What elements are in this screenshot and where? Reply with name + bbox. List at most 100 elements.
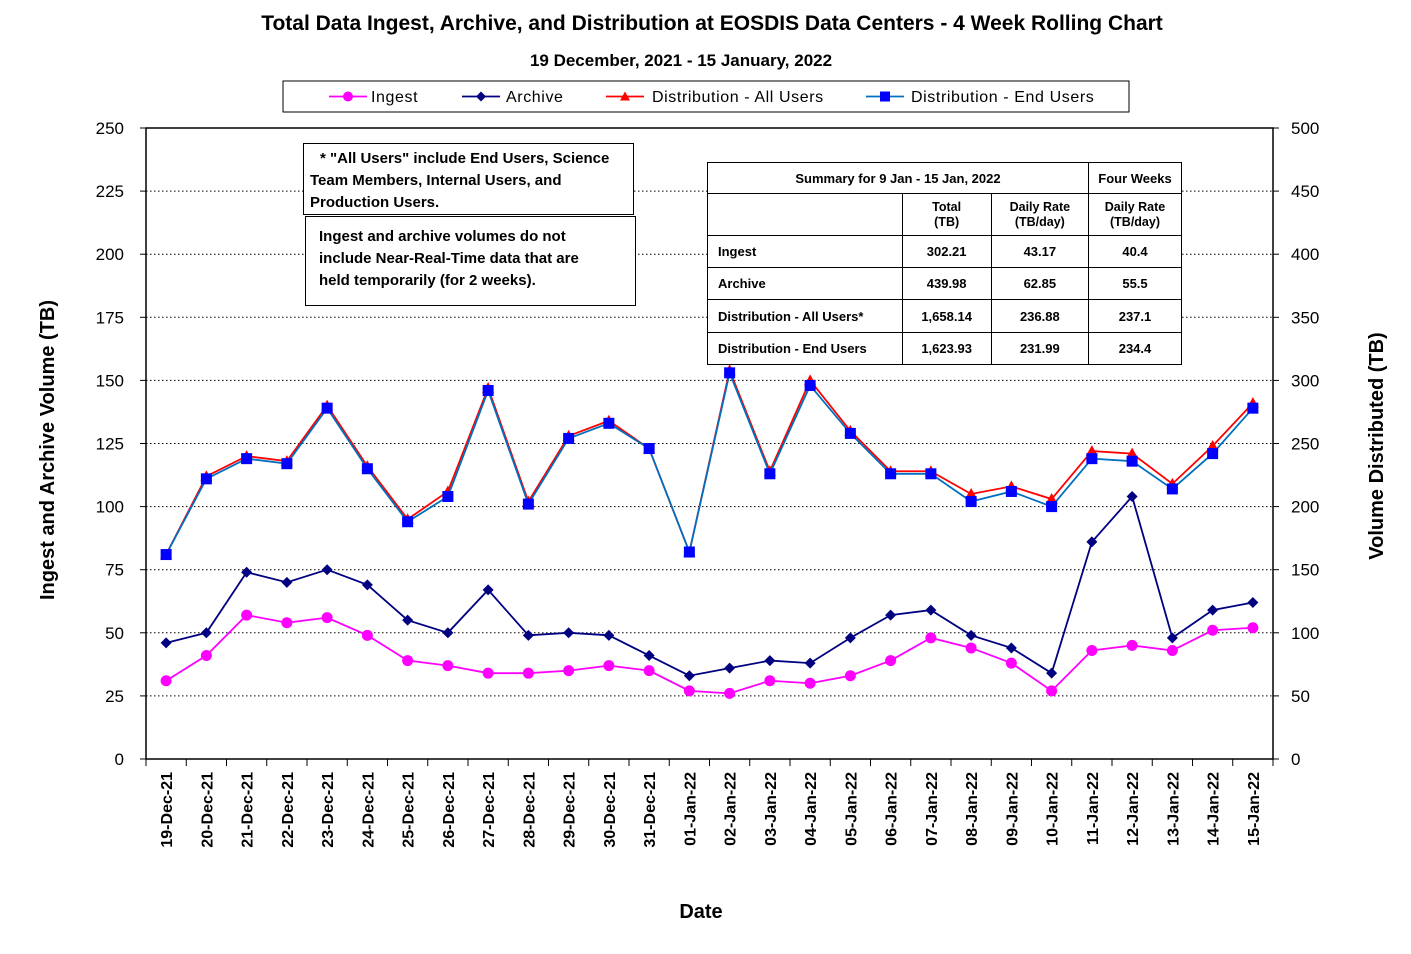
header-line: (TB/day) <box>1110 214 1160 229</box>
data-point <box>1207 448 1219 460</box>
chart-title: Total Data Ingest, Archive, and Distribu… <box>261 12 1163 35</box>
data-point <box>442 627 454 639</box>
data-point <box>1166 483 1178 495</box>
data-point <box>442 491 454 503</box>
row-daily: 43.17 <box>990 235 1090 268</box>
data-point <box>764 675 776 687</box>
x-tick-label: 03-Jan-22 <box>763 772 780 846</box>
data-point <box>200 473 212 485</box>
data-point <box>620 91 630 101</box>
legend: Ingest Archive Distribution - All Users Dis… <box>282 80 1130 113</box>
data-point <box>160 549 172 561</box>
data-point <box>724 367 736 379</box>
header-line: Daily Rate <box>1104 199 1166 214</box>
x-tick-label: 21-Dec-21 <box>240 772 257 848</box>
data-point <box>1046 501 1058 513</box>
header-line: (TB/day) <box>1014 214 1065 229</box>
y-right-tick-label: 0 <box>1291 750 1300 769</box>
note-line: Team Members, Internal Users, and <box>310 172 562 189</box>
x-tick-label: 01-Jan-22 <box>682 772 699 846</box>
data-point <box>1046 685 1058 697</box>
nrt-note: Ingest and archive volumes do not includ… <box>305 216 636 306</box>
data-point <box>241 453 253 465</box>
data-point <box>1126 455 1138 467</box>
summary-four-weeks: Four Weeks <box>1088 162 1182 194</box>
data-point <box>844 427 856 439</box>
y-right-tick-label: 50 <box>1291 687 1310 706</box>
data-point <box>804 677 816 689</box>
data-point <box>402 516 414 528</box>
x-axis-label: Date <box>679 901 722 923</box>
data-point <box>885 609 897 621</box>
data-point <box>880 91 890 102</box>
x-tick-label: 13-Jan-22 <box>1165 772 1182 846</box>
row-label: Archive <box>707 267 903 300</box>
x-tick-label: 02-Jan-22 <box>723 772 740 846</box>
chart-subtitle: 19 December, 2021 - 15 January, 2022 <box>530 51 832 70</box>
x-tick-label: 04-Jan-22 <box>803 772 820 846</box>
data-point <box>804 379 816 391</box>
legend-label: Archive <box>506 89 564 106</box>
y-right-tick-label: 500 <box>1291 119 1319 138</box>
data-point <box>683 685 695 697</box>
row-daily: 236.88 <box>990 299 1090 333</box>
x-tick-label: 06-Jan-22 <box>884 772 901 846</box>
row-four: 237.1 <box>1088 299 1182 333</box>
legend-label: Distribution - End Users <box>911 89 1094 106</box>
x-tick-label: 08-Jan-22 <box>964 772 981 846</box>
series-archive <box>160 491 1259 682</box>
x-tick-label: 07-Jan-22 <box>924 772 941 846</box>
data-point <box>1207 604 1219 616</box>
data-point <box>1086 453 1098 465</box>
row-label: Distribution - All Users* <box>707 299 903 333</box>
x-tick-label: 20-Dec-21 <box>199 772 216 848</box>
y-axis-left-label: Ingest and Archive Volume (TB) <box>37 300 59 600</box>
x-tick-label: 24-Dec-21 <box>360 772 377 848</box>
data-point <box>281 458 293 470</box>
data-point <box>1166 632 1178 644</box>
data-point <box>965 629 977 641</box>
x-tick-label: 31-Dec-21 <box>642 772 659 848</box>
summary-blank-header <box>707 193 903 236</box>
data-point <box>563 665 575 677</box>
data-point <box>1166 644 1178 656</box>
data-point <box>402 655 414 667</box>
x-tick-label: 25-Dec-21 <box>401 772 418 848</box>
x-tick-label: 10-Jan-22 <box>1045 772 1062 846</box>
data-point <box>361 629 373 641</box>
data-point <box>643 443 655 455</box>
row-four: 40.4 <box>1088 235 1182 268</box>
x-tick-label: 22-Dec-21 <box>280 772 297 848</box>
y-left-tick-label: 0 <box>115 750 124 769</box>
data-point <box>522 629 534 641</box>
data-point <box>321 402 333 414</box>
note-line: include Near-Real-Time data that are <box>319 250 579 267</box>
data-point <box>361 463 373 475</box>
x-tick-label: 28-Dec-21 <box>521 772 538 848</box>
row-total: 439.98 <box>901 267 992 300</box>
x-tick-label: 09-Jan-22 <box>1004 772 1021 846</box>
row-daily: 62.85 <box>990 267 1090 300</box>
data-point <box>965 496 977 508</box>
y-right-tick-label: 100 <box>1291 624 1319 643</box>
x-tick-label: 05-Jan-22 <box>843 772 860 846</box>
note-line: held temporarily (for 2 weeks). <box>319 272 536 289</box>
row-total: 1,623.93 <box>901 332 992 365</box>
y-axis-right-label: Volume Distributed (TB) <box>1366 332 1388 559</box>
data-point <box>1247 597 1259 609</box>
data-point <box>1005 657 1017 669</box>
data-point <box>1086 644 1098 656</box>
table-row: Ingest 302.21 43.17 40.4 <box>707 235 1182 268</box>
legend-label: Ingest <box>371 89 418 106</box>
summary-col-total: Total (TB) <box>901 193 992 236</box>
x-tick-label: 15-Jan-22 <box>1246 772 1263 846</box>
row-label: Ingest <box>707 235 903 268</box>
data-point <box>724 687 736 699</box>
x-tick-label: 19-Dec-21 <box>159 772 176 848</box>
data-point <box>925 468 937 480</box>
data-point <box>683 546 695 558</box>
y-left-tick-label: 75 <box>105 561 124 580</box>
x-tick-label: 11-Jan-22 <box>1085 772 1102 845</box>
data-point <box>1207 624 1219 636</box>
data-point <box>603 660 615 672</box>
